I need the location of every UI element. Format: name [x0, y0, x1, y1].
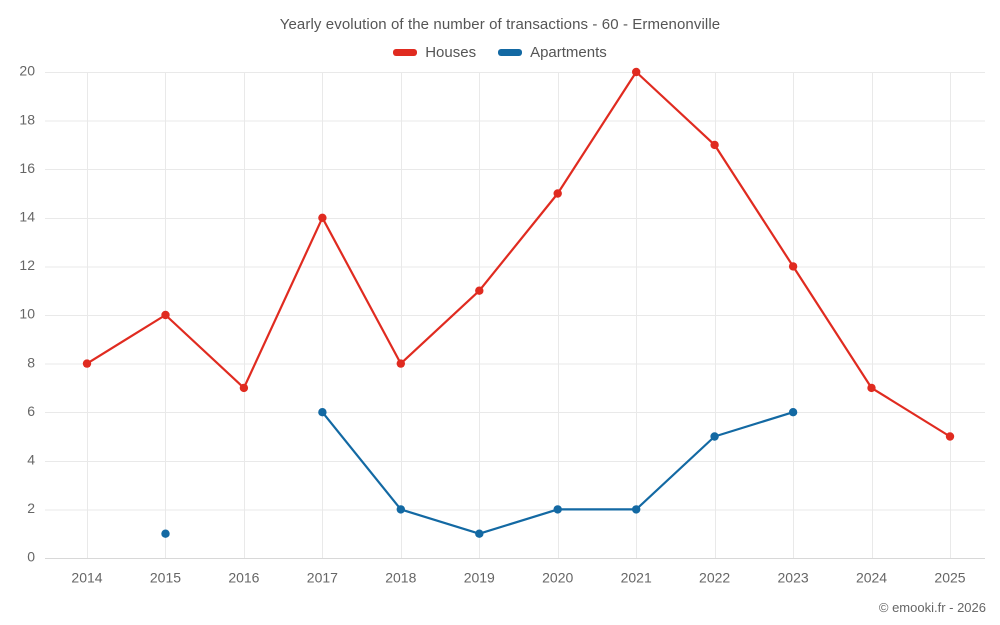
y-tick-label: 8 — [27, 354, 35, 370]
x-tick-label: 2020 — [542, 569, 573, 585]
legend-swatch-apartments — [498, 49, 523, 56]
data-point[interactable] — [710, 432, 719, 441]
series-line-apartments — [321, 411, 795, 535]
data-point[interactable] — [553, 189, 562, 198]
y-tick-label: 6 — [27, 403, 35, 419]
legend-swatch-houses — [393, 49, 418, 56]
y-tick-label: 16 — [19, 160, 35, 176]
y-tick-label: 14 — [19, 209, 35, 225]
x-tick-label: 2014 — [71, 569, 102, 585]
y-tick-label: 20 — [19, 63, 35, 79]
data-point[interactable] — [475, 286, 484, 295]
data-point[interactable] — [475, 529, 484, 538]
y-tick-label: 4 — [27, 452, 35, 468]
x-tick-label: 2018 — [385, 569, 416, 585]
data-point[interactable] — [867, 383, 876, 393]
x-tick-label: 2019 — [464, 569, 495, 585]
data-point[interactable] — [82, 359, 92, 368]
y-tick-label: 2 — [27, 500, 35, 516]
chart-title: Yearly evolution of the number of transa… — [279, 16, 721, 33]
x-tick-label: 2015 — [150, 569, 181, 585]
data-point[interactable] — [396, 505, 405, 514]
y-tick-label: 0 — [27, 549, 35, 565]
x-tick-label: 2022 — [699, 569, 730, 585]
data-point[interactable] — [710, 140, 719, 150]
x-tick-label: 2024 — [856, 569, 887, 585]
data-point[interactable] — [239, 383, 249, 393]
x-tick-label: 2023 — [778, 569, 809, 585]
footer-credit: © emooki.fr - 2026 — [878, 600, 986, 615]
chart-legend: Houses Apartments — [0, 44, 1000, 61]
data-point[interactable] — [318, 408, 327, 417]
legend-label-houses: Houses — [425, 44, 477, 61]
y-tick-label: 12 — [19, 257, 35, 273]
x-tick-label: 2025 — [934, 569, 965, 585]
y-tick-label: 18 — [19, 111, 35, 127]
y-axis-tick-labels: 0 2 4 6 8 10 12 14 16 18 20 — [19, 63, 35, 565]
x-tick-label: 2016 — [228, 569, 259, 585]
data-point[interactable] — [788, 262, 798, 271]
legend-label-apartments: Apartments — [530, 44, 607, 61]
x-tick-label: 2021 — [621, 569, 652, 585]
data-point[interactable] — [396, 359, 405, 368]
y-tick-label: 10 — [19, 306, 35, 322]
x-axis-tick-labels: 2014 2015 2016 2017 2018 2019 2020 2021 2022 2023… — [71, 569, 965, 585]
data-point[interactable] — [161, 529, 170, 538]
data-point[interactable] — [632, 505, 641, 514]
data-point[interactable] — [945, 432, 955, 441]
legend-item-apartments[interactable]: Apartments — [498, 44, 607, 61]
data-point[interactable] — [318, 213, 327, 222]
series-houses — [82, 67, 955, 441]
data-point[interactable] — [632, 67, 641, 77]
series-layer — [82, 67, 955, 538]
data-point[interactable] — [788, 408, 798, 417]
x-tick-label: 2017 — [307, 569, 338, 585]
grid-layer — [45, 72, 985, 559]
series-apartments — [161, 408, 798, 538]
data-point[interactable] — [553, 505, 562, 514]
data-point[interactable] — [161, 310, 170, 320]
legend-item-houses[interactable]: Houses — [393, 44, 476, 61]
series-line-houses — [85, 70, 952, 438]
